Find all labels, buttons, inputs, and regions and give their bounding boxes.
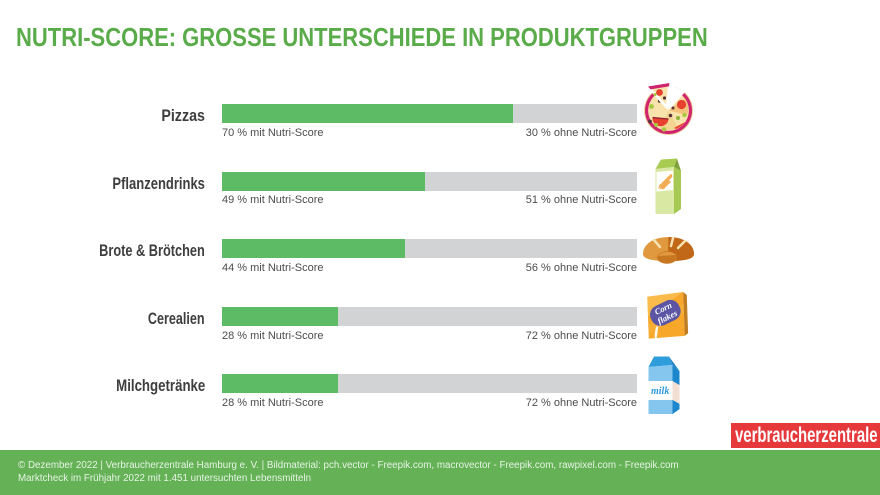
svg-text:milk: milk <box>651 386 669 397</box>
